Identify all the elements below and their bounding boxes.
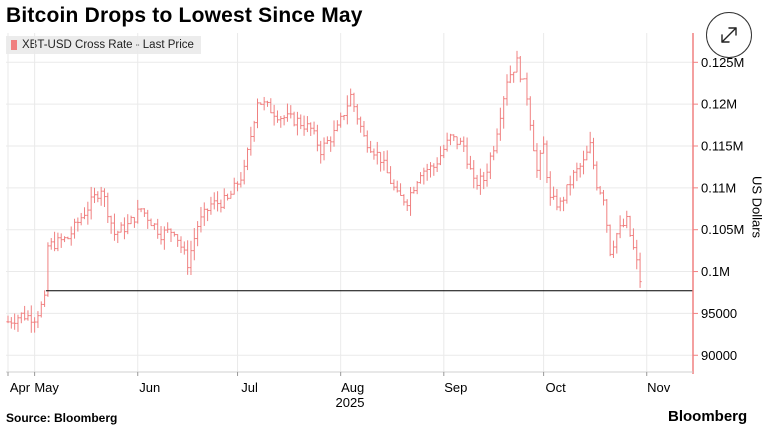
y-tick-label: 0.1M: [701, 264, 730, 279]
x-tick-label: Apr: [10, 380, 31, 395]
x-tick-label: Sep: [444, 380, 467, 395]
x-tick-label: Nov: [647, 380, 671, 395]
y-axis-title: US Dollars: [749, 175, 765, 239]
y-tick-label: 0.105M: [701, 222, 744, 237]
expand-button[interactable]: [706, 12, 752, 58]
y-tick-label: 95000: [701, 306, 737, 321]
y-tick-label: 0.11M: [701, 180, 736, 195]
source-note: Source: Bloomberg: [6, 411, 118, 425]
x-tick-label: Jun: [139, 380, 160, 395]
y-tick-label: 0.115M: [701, 139, 743, 154]
x-tick-label: Aug: [341, 380, 364, 395]
x-tick-label: May: [34, 380, 59, 395]
chart-title: Bitcoin Drops to Lowest Since May: [6, 4, 363, 27]
x-tick-label: Jul: [241, 380, 258, 395]
chart-legend: XBT-USD Cross Rate - Last Price: [6, 36, 201, 54]
expand-arrows-icon: [721, 27, 737, 43]
y-tick-label: 0.125M: [701, 55, 744, 70]
legend-swatch: [11, 40, 17, 50]
y-tick-label: 0.12M: [701, 97, 737, 112]
x-year-label: 2025: [336, 395, 365, 410]
x-tick-label: Oct: [545, 380, 566, 395]
y-tick-label: 90000: [701, 348, 737, 363]
legend-label: XBT-USD Cross Rate - Last Price: [22, 39, 194, 51]
brand-watermark: Bloomberg: [668, 408, 748, 425]
